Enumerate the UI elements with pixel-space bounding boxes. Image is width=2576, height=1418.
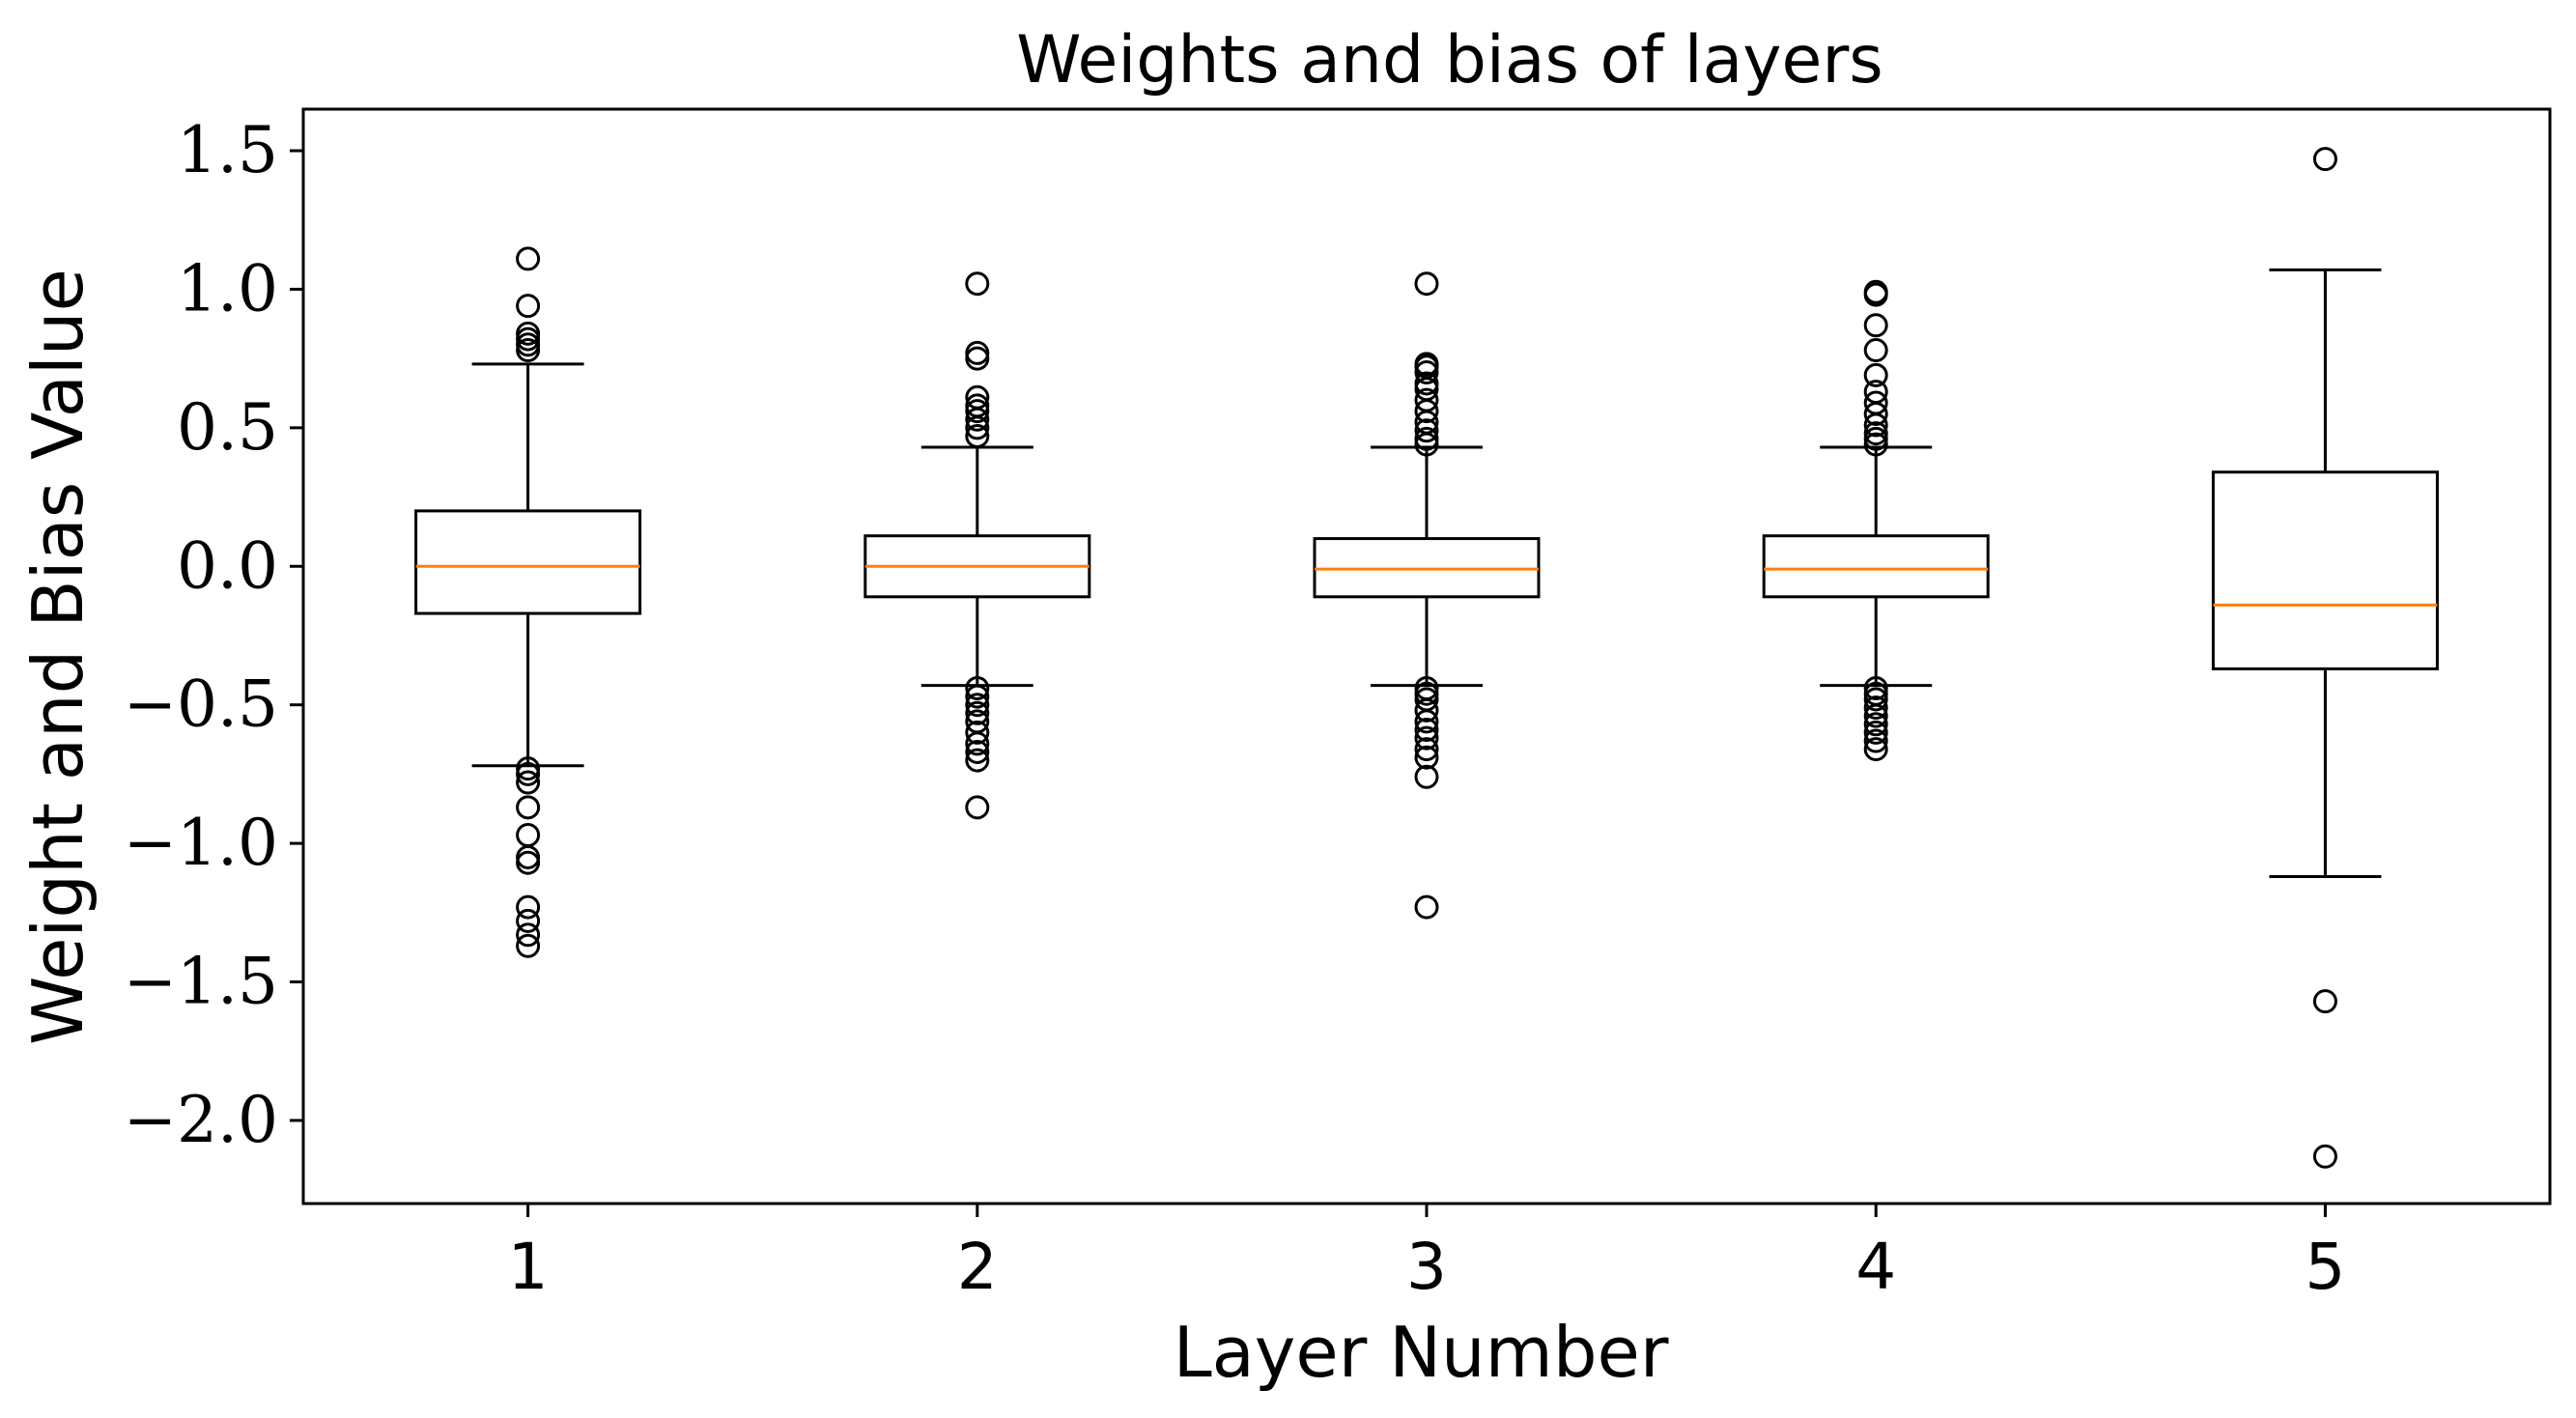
outlier-point — [1414, 359, 1439, 384]
x-tick-label: 5 — [2305, 1230, 2345, 1304]
outlier-point — [965, 795, 990, 820]
outlier-point — [1863, 695, 1888, 721]
outlier-point — [1414, 737, 1439, 762]
y-tick-label: −1.0 — [124, 806, 278, 880]
outlier-point — [1414, 418, 1439, 443]
outlier-point — [1414, 725, 1439, 751]
box-layer-5 — [2211, 147, 2439, 1169]
box — [1762, 534, 1990, 599]
x-tick-label: 1 — [508, 1230, 549, 1304]
outlier-point — [965, 739, 990, 764]
y-tick-label: −2.0 — [124, 1083, 278, 1157]
outlier-point — [965, 748, 990, 773]
x-tick-label: 3 — [1406, 1230, 1447, 1304]
plot-frame — [301, 107, 2552, 1205]
outlier-point — [1414, 399, 1439, 424]
outlier-point — [1863, 728, 1888, 753]
box-layer-4 — [1762, 279, 1990, 762]
outlier-point — [1863, 362, 1888, 387]
outlier-point — [965, 675, 990, 700]
box — [414, 509, 642, 615]
outlier-point — [1863, 432, 1888, 457]
outlier-point — [516, 922, 541, 948]
outlier-point — [516, 850, 541, 875]
outlier-point — [1414, 745, 1439, 770]
outlier-point — [965, 693, 990, 718]
outlier-point — [1863, 687, 1888, 712]
y-tick-label: −0.5 — [124, 667, 278, 742]
box-layer-3 — [1313, 271, 1541, 920]
outlier-point — [516, 761, 541, 786]
outlier-point — [1863, 737, 1888, 762]
outlier-point — [516, 246, 541, 271]
outlier-point — [516, 894, 541, 920]
outlier-point — [965, 423, 990, 448]
y-axis-label: Weight and Bias Value — [17, 269, 99, 1045]
outlier-point — [1863, 402, 1888, 427]
y-tick-label: 1.5 — [177, 113, 278, 187]
box-layer-1 — [414, 246, 642, 958]
outlier-point — [965, 346, 990, 371]
box-layer-2 — [863, 271, 1091, 820]
y-tick-label: 0.5 — [177, 390, 278, 465]
outlier-point — [965, 271, 990, 297]
y-tick-label: 1.0 — [177, 251, 278, 326]
outlier-point — [516, 933, 541, 958]
outlier-point — [1863, 703, 1888, 728]
x-tick-label: 2 — [957, 1230, 998, 1304]
plot-area: −2.0 −1.5 −1.0 −0.5 0.0 0.5 1.0 1.5 1 2 3 4 5 — [124, 113, 2439, 1304]
outlier-point — [1414, 764, 1439, 789]
outlier-point — [1863, 720, 1888, 745]
chart-title: Weights and bias of layers — [1016, 22, 1882, 99]
outlier-point — [1863, 313, 1888, 338]
outlier-point — [1863, 712, 1888, 737]
x-tick-label: 4 — [1855, 1230, 1896, 1304]
outlier-point — [516, 294, 541, 319]
outlier-point — [516, 795, 541, 820]
outlier-point — [516, 338, 541, 363]
outlier-point — [965, 415, 990, 440]
outlier-point — [1414, 697, 1439, 723]
outlier-point — [2312, 147, 2337, 172]
outlier-point — [965, 720, 990, 745]
outlier-point — [1414, 432, 1439, 457]
outlier-point — [965, 399, 990, 424]
outlier-point — [1414, 718, 1439, 743]
outlier-point — [2312, 989, 2337, 1014]
outlier-point — [965, 700, 990, 725]
outlier-point — [1414, 894, 1439, 920]
outlier-point — [965, 407, 990, 432]
outlier-point — [1863, 282, 1888, 307]
outlier-point — [2312, 1144, 2337, 1169]
outlier-point — [1414, 271, 1439, 297]
outlier-point — [965, 731, 990, 756]
outlier-point — [965, 684, 990, 709]
outlier-point — [1863, 412, 1888, 438]
outlier-point — [1863, 338, 1888, 363]
x-axis-label: Layer Number — [1174, 1312, 1669, 1393]
outlier-point — [516, 908, 541, 933]
y-tick-label: 0.0 — [177, 528, 278, 603]
y-tick-label: −1.5 — [124, 945, 278, 1019]
outlier-point — [516, 770, 541, 795]
box — [2211, 470, 2439, 670]
outlier-point — [1414, 709, 1439, 734]
